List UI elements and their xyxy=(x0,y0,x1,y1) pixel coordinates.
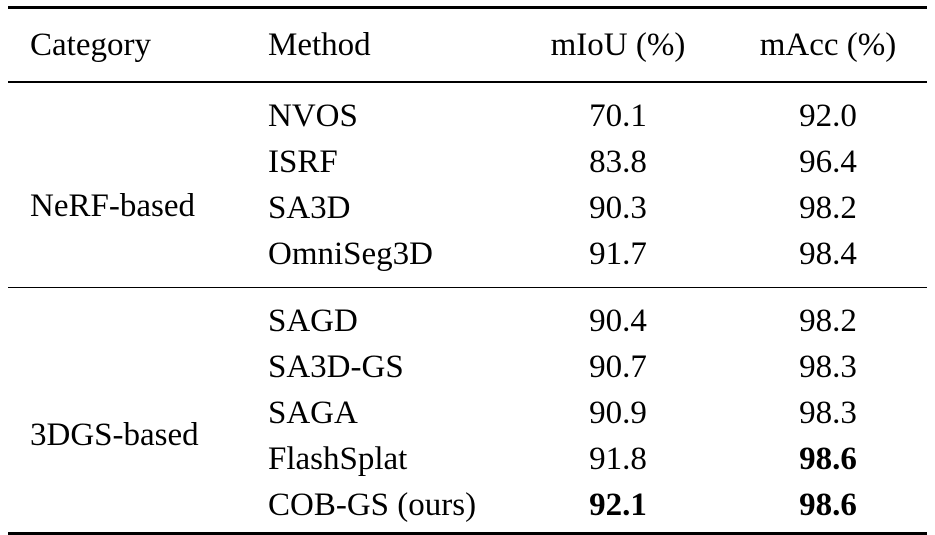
group-category-label: NeRF-based xyxy=(30,187,195,224)
group-category-label: 3DGS-based xyxy=(30,417,199,453)
header-row: Category Method mIoU (%) mAcc (%) xyxy=(8,9,927,81)
table-row: SAGA 90.9 98.3 xyxy=(8,390,927,436)
results-table: Category Method mIoU (%) mAcc (%) NeRF-b… xyxy=(8,6,927,535)
miou-cell: 70.1 xyxy=(589,97,647,134)
table-row: SA3D 90.3 98.2 xyxy=(8,185,927,231)
macc-cell: 98.2 xyxy=(799,303,857,339)
method-cell: ISRF xyxy=(268,143,338,180)
macc-cell: 96.4 xyxy=(799,143,857,180)
macc-cell: 98.4 xyxy=(799,235,857,272)
table-row: OmniSeg3D 91.7 98.4 xyxy=(8,231,927,277)
header-rule xyxy=(8,81,927,83)
miou-cell: 91.8 xyxy=(589,441,647,477)
miou-cell: 90.4 xyxy=(589,303,647,339)
macc-cell: 92.0 xyxy=(799,97,857,134)
group-3dgs-based: 3DGS-based SAGD 90.4 98.2 SA3D-GS 90.7 9… xyxy=(8,288,927,532)
table-row: SA3D-GS 90.7 98.3 xyxy=(8,344,927,390)
header-category: Category xyxy=(30,27,151,63)
table-row: NVOS 70.1 92.0 xyxy=(8,93,927,139)
macc-cell-best: 98.6 xyxy=(799,441,857,477)
group-nerf-based: NeRF-based NVOS 70.1 92.0 ISRF 83.8 96.4… xyxy=(8,83,927,287)
header-miou: mIoU (%) xyxy=(550,27,686,63)
header-macc: mAcc (%) xyxy=(759,27,897,63)
miou-cell: 90.9 xyxy=(589,395,647,431)
method-cell: OmniSeg3D xyxy=(268,235,433,272)
miou-cell-best: 92.1 xyxy=(589,487,647,523)
method-cell: SA3D-GS xyxy=(268,349,404,385)
top-rule xyxy=(8,6,927,9)
method-cell: NVOS xyxy=(268,97,358,134)
method-cell: SAGA xyxy=(268,395,358,431)
group-divider-rule xyxy=(8,286,927,288)
method-cell: FlashSplat xyxy=(268,441,408,477)
macc-cell-best: 98.6 xyxy=(799,487,857,523)
miou-cell: 90.7 xyxy=(589,349,647,385)
method-cell: SA3D xyxy=(268,189,351,226)
miou-cell: 83.8 xyxy=(589,143,647,180)
table-row: FlashSplat 91.8 98.6 xyxy=(8,436,927,482)
method-cell: COB-GS (ours) xyxy=(268,487,477,523)
miou-cell: 91.7 xyxy=(589,235,647,272)
macc-cell: 98.3 xyxy=(799,349,857,385)
macc-cell: 98.2 xyxy=(799,189,857,226)
miou-cell: 90.3 xyxy=(589,189,647,226)
table-row: COB-GS (ours) 92.1 98.6 xyxy=(8,482,927,528)
table-row: ISRF 83.8 96.4 xyxy=(8,139,927,185)
table-row: SAGD 90.4 98.2 xyxy=(8,298,927,344)
header-method: Method xyxy=(268,27,371,63)
macc-cell: 98.3 xyxy=(799,395,857,431)
method-cell: SAGD xyxy=(268,303,358,339)
